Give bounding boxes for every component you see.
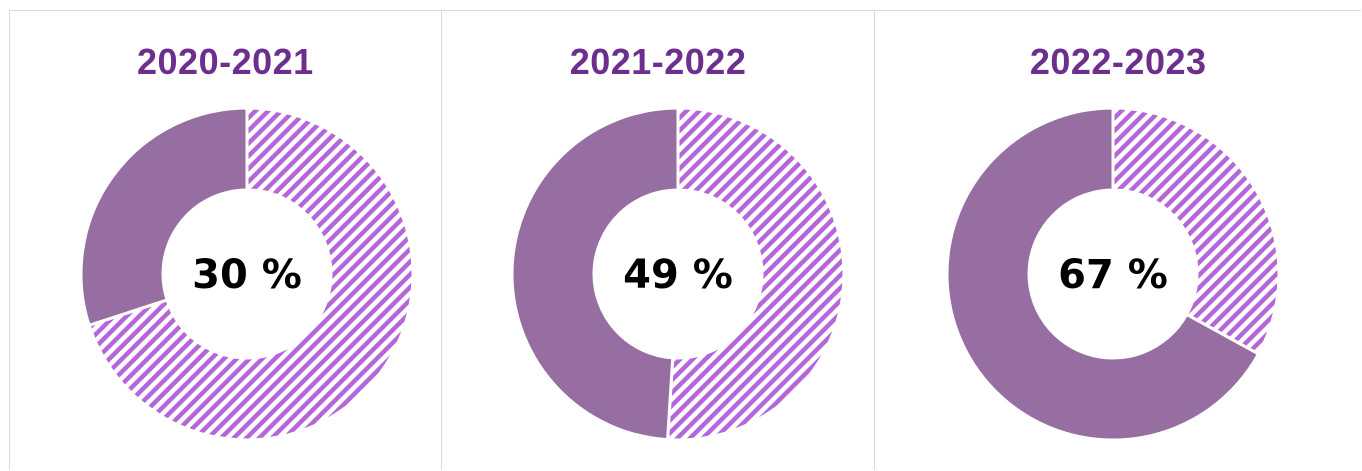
charts-grid: 2020-2021 2021-2022 2022-2023 [9,10,1361,470]
donut-slice-remaining [87,106,415,442]
donut-slice-remaining [665,106,846,442]
chart-title-3: 2022-2023 [1029,41,1207,82]
donut-chart-2: 49 % [510,106,846,442]
chart-panel-3: 2022-2023 [875,11,1361,470]
donut-chart-3: 67 % [945,106,1281,442]
chart-panel-1: 2020-2021 [10,11,442,470]
donut-slice-value [945,106,1261,442]
donut-center-label: 30 % [192,252,302,298]
donut-center-label: 67 % [1058,252,1168,298]
donut-chart-1: 30 % [79,106,415,442]
chart-title-2: 2021-2022 [569,41,747,82]
donut-center-label: 49 % [623,252,733,298]
donut-slice-value [510,106,680,442]
donut-slice-value [79,106,249,328]
donut-slice-remaining [1111,106,1281,357]
chart-title-1: 2020-2021 [137,41,314,82]
chart-panel-2: 2021-2022 [442,11,876,470]
